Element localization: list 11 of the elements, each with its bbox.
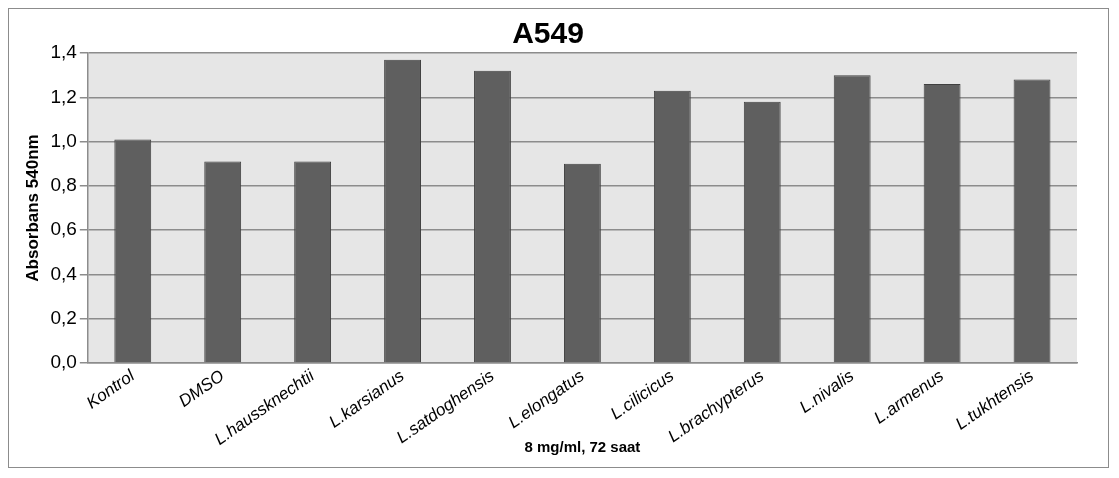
- y-tick-label: 0,2: [50, 307, 77, 329]
- y-tick-label: 1,2: [50, 85, 77, 107]
- y-tick-label: 0,4: [50, 262, 78, 284]
- y-axis-title: Absorbans 540nm: [22, 134, 42, 282]
- y-tick-label: 0,6: [50, 218, 77, 240]
- x-axis-title: 8 mg/ml, 72 saat: [524, 438, 641, 456]
- y-tick-label: 1,4: [50, 41, 78, 63]
- y-tick-label: 1,0: [50, 129, 77, 151]
- chart-title: A549: [512, 16, 584, 50]
- y-tick-label: 0,8: [50, 174, 77, 196]
- y-tick-label: 0,0: [50, 351, 77, 373]
